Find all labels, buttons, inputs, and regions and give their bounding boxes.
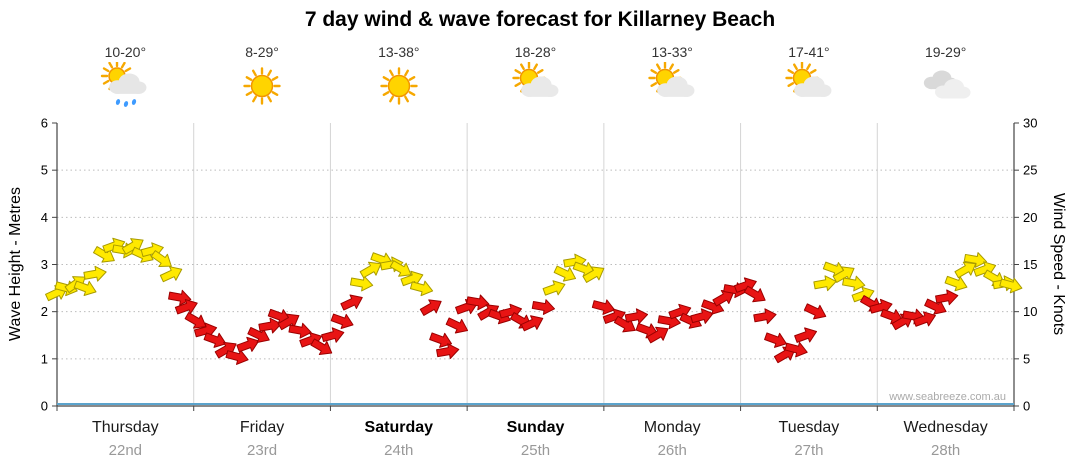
wind-arrow [624,308,649,325]
wind-arrow [764,332,787,348]
wind-arrow [803,303,827,320]
wind-arrow [83,265,107,282]
right-tick-label: 30 [1023,116,1037,131]
wind-arrow [944,275,968,292]
wind-arrow [258,317,282,334]
wind-arrow [466,294,490,311]
wind-arrow [542,280,566,296]
wind-arrow [445,317,469,334]
wind-arrow [203,332,227,348]
wind-arrow [310,338,333,355]
wind-arrow [400,270,424,287]
wind-arrow [73,280,97,296]
wind-arrow [794,327,818,343]
wind-arrow [193,322,218,338]
wind-arrow [159,266,183,283]
wind-arrow [184,312,207,329]
wind-arrow [288,322,312,339]
wind-arrow [582,266,605,283]
wind-arrow [999,277,1023,294]
wind-arrow [419,299,442,316]
wind-arrow [954,261,977,279]
wind-arrow [389,260,412,277]
right-tick-label: 10 [1023,304,1037,319]
wind-arrow [436,343,460,360]
right-tick-label: 15 [1023,257,1037,272]
wind-arrow [646,326,669,344]
right-tick-label: 0 [1023,399,1030,414]
wind-arrow [784,341,808,358]
wind-arrow [247,326,270,344]
wind-arrow [168,289,192,306]
wind-arrow [150,250,172,268]
wind-arrow [236,336,260,353]
wind-arrow [813,275,837,292]
wind-arrow [591,299,616,315]
wind-arrow [321,327,345,343]
right-tick-label: 20 [1023,210,1037,225]
wind-arrow [349,275,374,292]
wind-arrow [924,298,947,315]
watermark-text: www.seabreeze.com.au [889,391,1006,403]
wind-arrow [330,313,354,329]
wind-arrow [409,280,434,297]
wind-arrow [520,315,544,332]
wind-arrow [753,308,777,325]
right-tick-label: 5 [1023,351,1030,366]
right-tick-label: 25 [1023,163,1037,178]
page-title: 7 day wind & wave forecast for Killarney… [304,8,776,31]
wind-arrow [359,261,382,279]
wind-arrow [712,290,735,307]
wind-arrow [842,275,866,292]
wind-arrow [553,265,577,282]
wind-arrow [690,308,714,324]
wind-arrow [340,294,363,311]
left-tick-label: 2 [41,304,48,319]
left-tick-label: 5 [41,163,48,178]
wind-arrow [429,332,453,348]
wind-arrow [174,299,198,315]
left-tick-label: 4 [41,210,48,225]
wind-arrow [913,311,936,327]
left-tick-label: 3 [41,257,48,272]
left-tick-label: 0 [41,399,48,414]
wind-arrow [225,349,249,365]
left-tick-label: 1 [41,351,48,366]
wind-arrow [531,299,556,315]
wind-arrow [743,285,766,303]
wind-arrow [935,289,959,306]
wind-arrow [963,252,988,268]
left-tick-label: 6 [41,116,48,131]
